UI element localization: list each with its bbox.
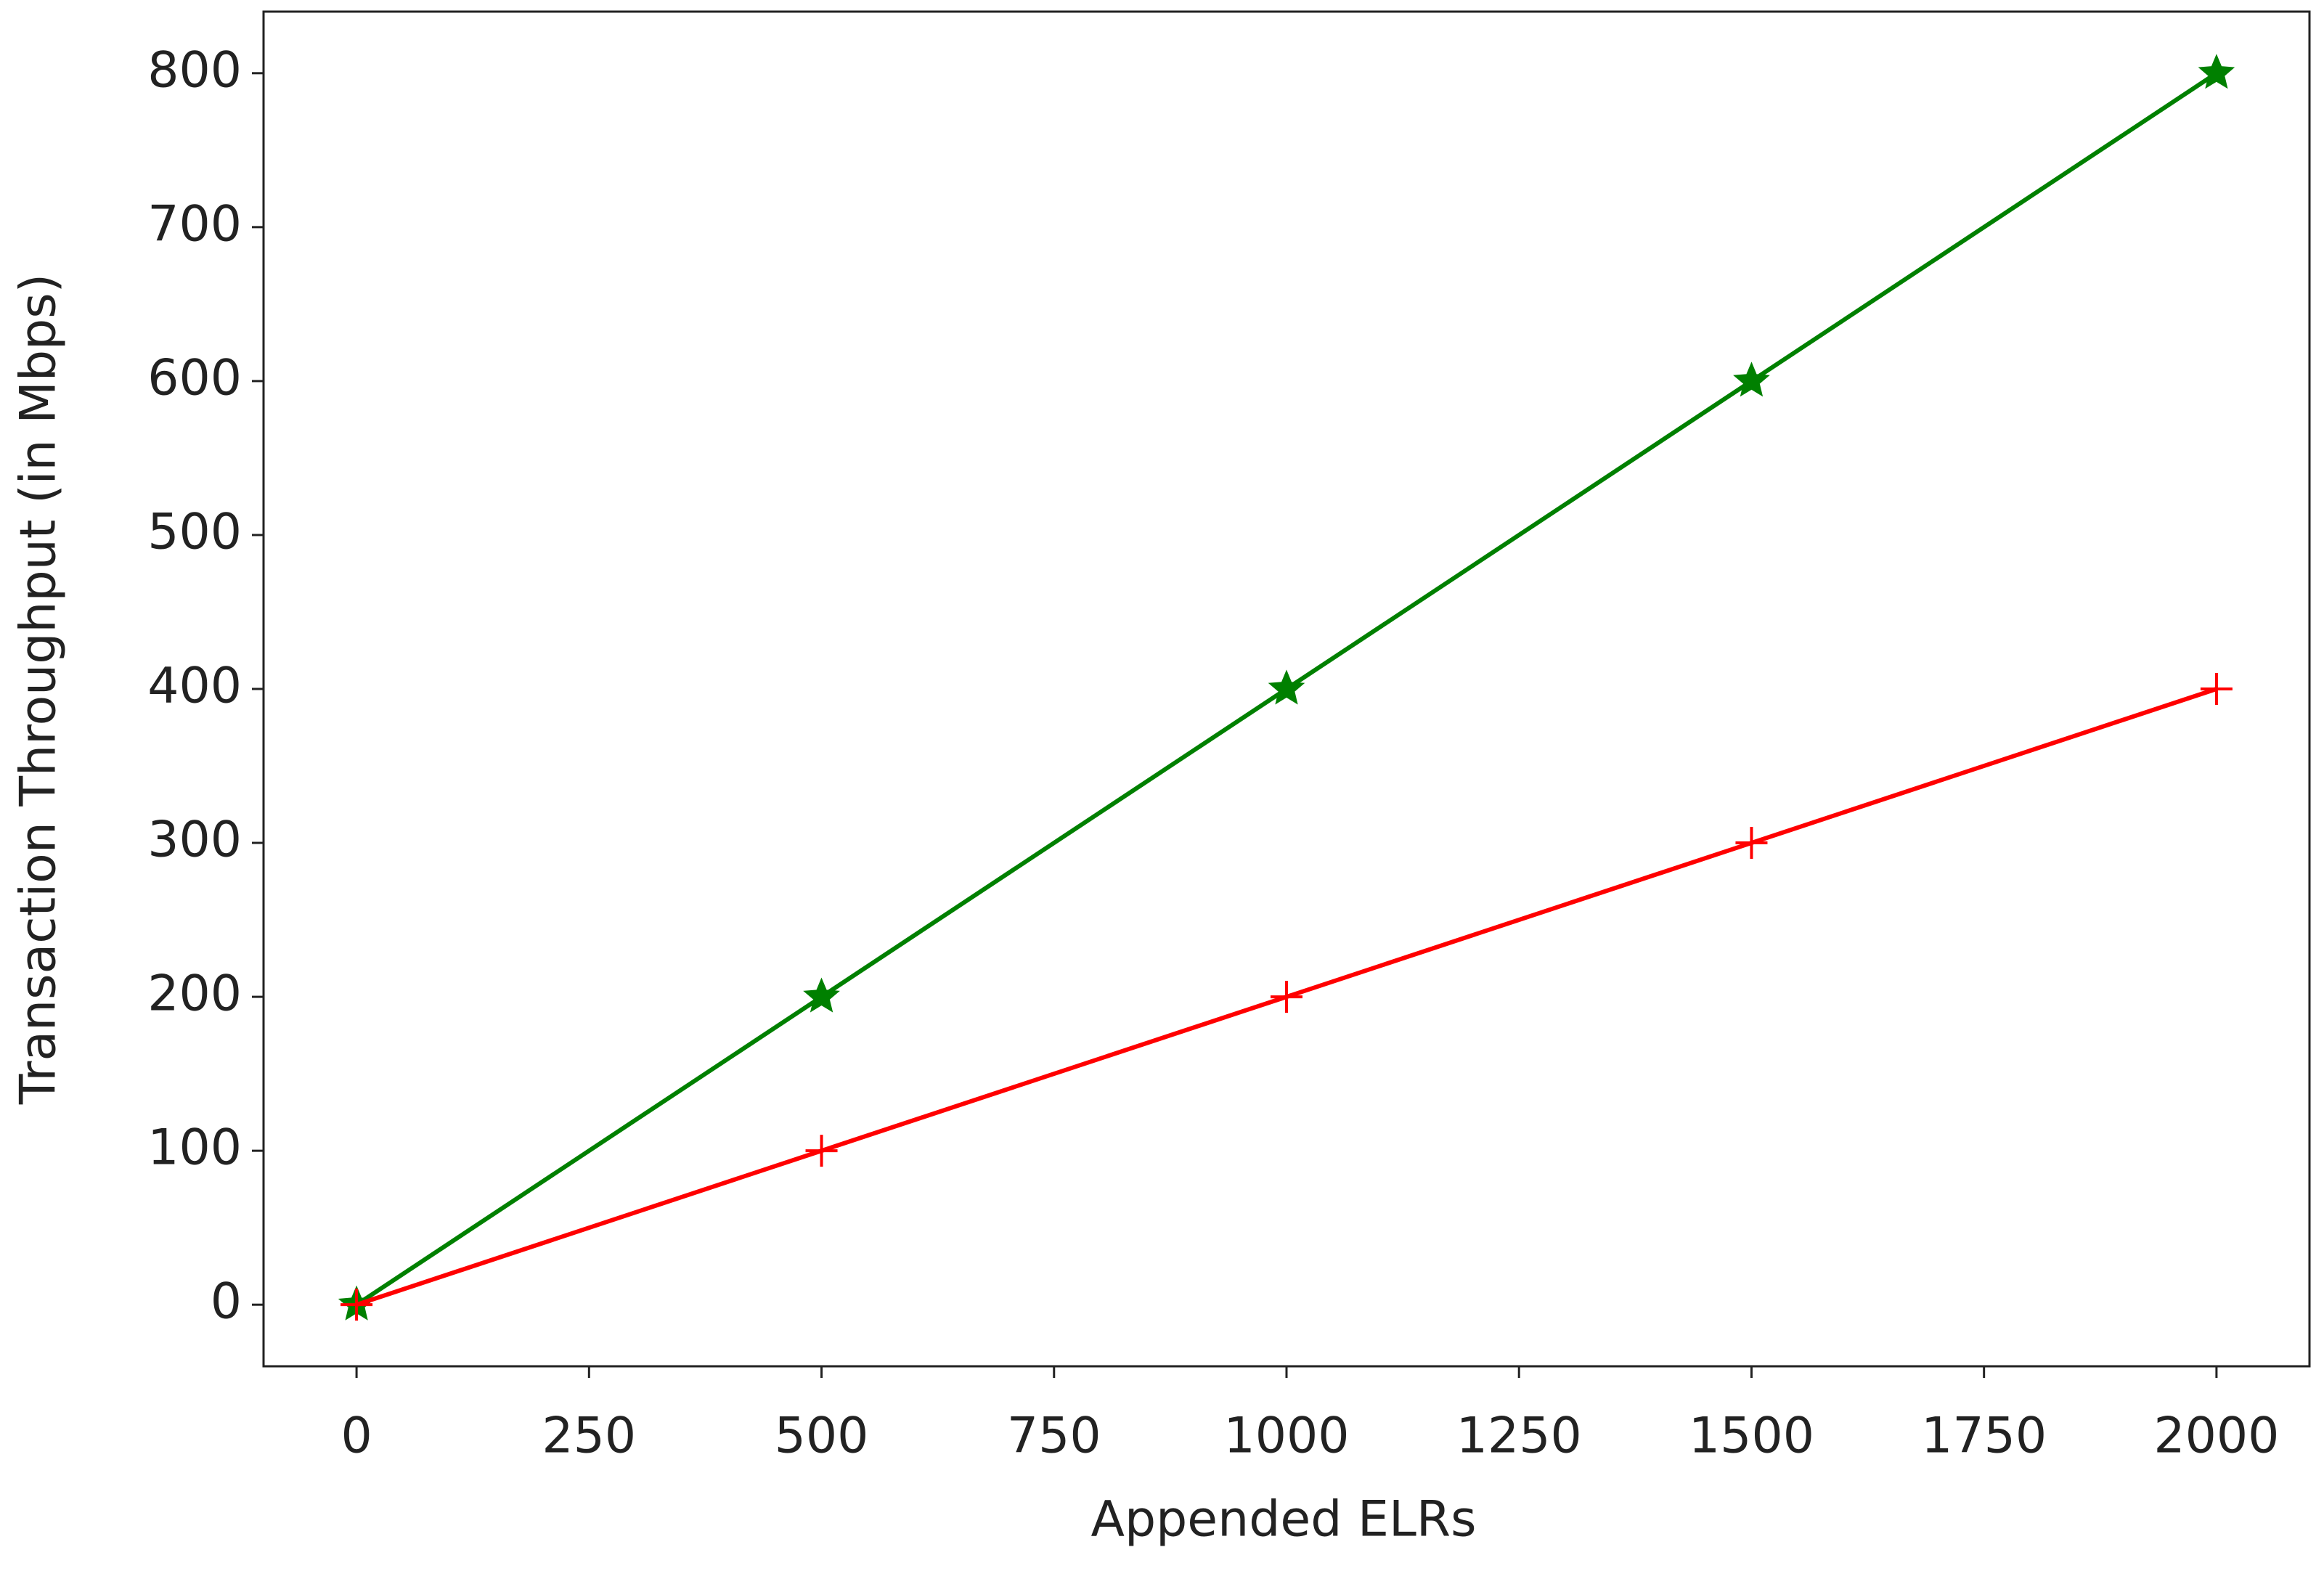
y-tick-label: 600: [147, 349, 242, 407]
y-tick-label: 700: [147, 195, 242, 253]
x-tick-label: 250: [542, 1408, 636, 1465]
y-tick-label: 500: [147, 504, 242, 561]
x-axis-label: Appended ELRs: [1090, 1491, 1476, 1548]
plus-marker: [1735, 827, 1768, 860]
star-marker: [1268, 669, 1305, 705]
plus-marker: [1271, 981, 1302, 1013]
y-tick-label: 300: [147, 812, 242, 869]
y-axis-label: Transaction Throughput (in Mbps): [10, 274, 68, 1105]
y-tick-label: 800: [147, 41, 242, 99]
star-marker: [803, 977, 840, 1013]
star-marker: [1733, 362, 1770, 397]
x-tick-label: 1250: [1456, 1408, 1582, 1465]
x-tick-label: 1000: [1223, 1408, 1349, 1465]
y-tick-label: 400: [147, 658, 242, 715]
plot-frame: [262, 10, 2311, 1368]
y-tick-label: 200: [147, 966, 242, 1023]
x-tick-label: 0: [341, 1408, 372, 1465]
plus-marker: [341, 1289, 373, 1321]
plus-marker: [2200, 673, 2233, 705]
star-marker: [2198, 54, 2235, 89]
x-tick-label: 750: [1007, 1408, 1101, 1465]
y-tick-label: 100: [147, 1119, 242, 1177]
plus-marker: [805, 1135, 838, 1167]
x-tick-label: 2000: [2153, 1408, 2279, 1465]
x-tick-label: 1750: [1921, 1408, 2047, 1465]
y-tick-label: 0: [211, 1273, 242, 1331]
x-tick-label: 1500: [1689, 1408, 1814, 1465]
x-tick-label: 500: [775, 1408, 869, 1465]
